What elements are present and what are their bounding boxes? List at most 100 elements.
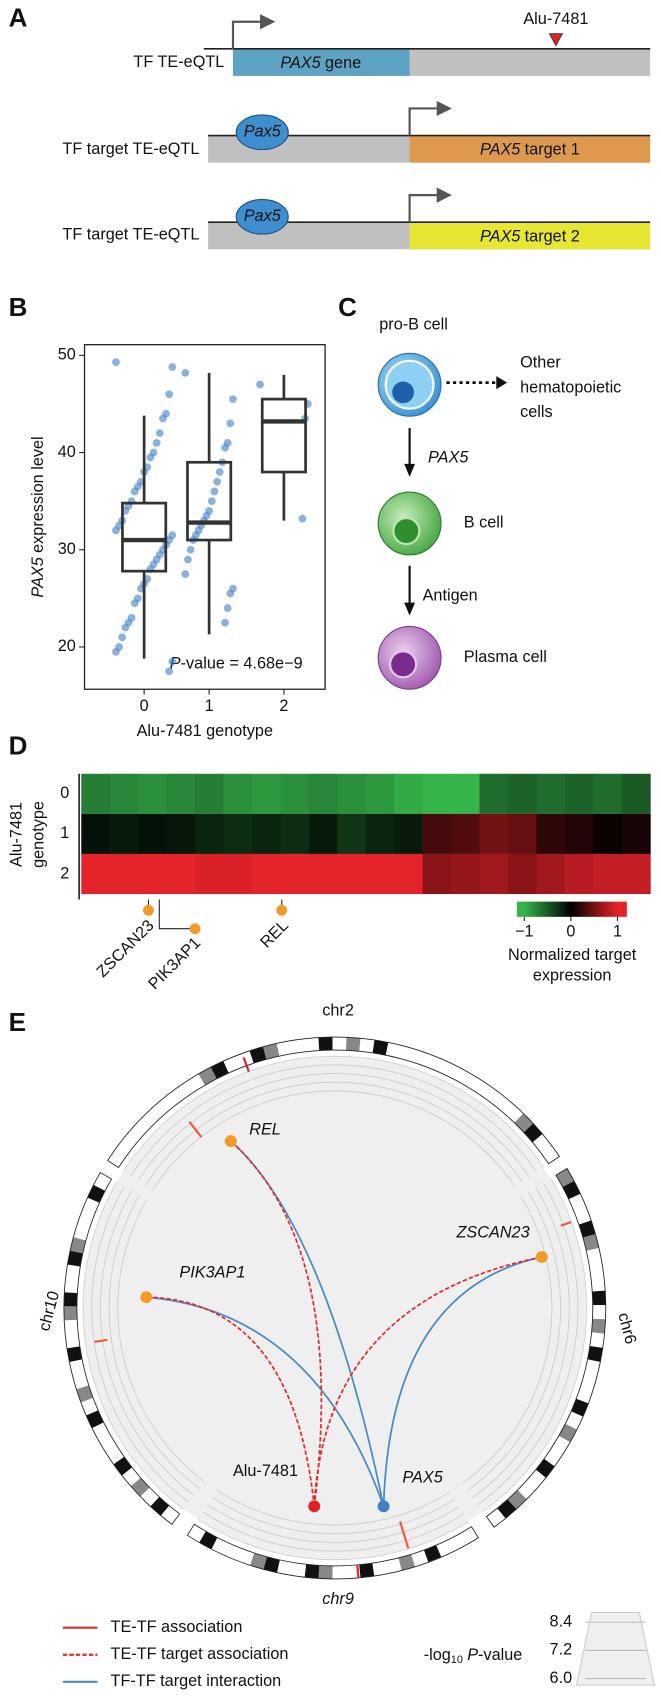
- band: [526, 1469, 546, 1489]
- colorbar-step: [525, 901, 529, 917]
- colorbar-step: [574, 901, 578, 917]
- cell-label: cells: [520, 403, 553, 421]
- data-point: [112, 526, 120, 535]
- band: [589, 1262, 604, 1278]
- track-ring: [202, 1511, 464, 1552]
- colorbar-step: [596, 901, 600, 917]
- colorbar-step: [598, 901, 603, 917]
- band: [571, 1398, 589, 1417]
- heatmap-cell: [451, 853, 481, 895]
- band: [133, 1116, 153, 1136]
- colorbar-step: [516, 901, 521, 917]
- data-point: [256, 380, 264, 389]
- links: [146, 1140, 542, 1507]
- nucleus: [389, 650, 418, 679]
- colorbar-step: [538, 901, 543, 917]
- colorbar-step: [601, 901, 605, 917]
- band: [398, 1045, 416, 1062]
- chromosome-outline: [186, 1523, 479, 1580]
- band: [76, 1385, 94, 1403]
- heatmap-cell: [308, 773, 338, 814]
- data-point: [213, 477, 221, 486]
- band: [332, 1037, 347, 1051]
- gene-label: PIK3AP1: [145, 934, 204, 993]
- band: [385, 1042, 403, 1059]
- track-ring: [216, 1489, 451, 1526]
- band: [67, 1250, 83, 1267]
- scale-fan: [575, 1611, 656, 1686]
- data-point: [221, 443, 229, 452]
- heatmap-cell: [166, 813, 196, 854]
- colorbar-step: [593, 901, 597, 917]
- x-tick-label: 1: [205, 697, 214, 715]
- panel-b: PAX5 expression level Alu-7481 genotype P…: [29, 344, 326, 740]
- colorbar-step: [555, 901, 559, 917]
- arrow-head: [404, 463, 416, 477]
- gene-dot: [140, 1291, 153, 1304]
- band: [497, 1499, 517, 1519]
- heatmap-cell: [280, 853, 310, 895]
- heatmap-cell: [451, 773, 481, 814]
- data-point: [165, 390, 174, 399]
- band: [578, 1220, 596, 1238]
- band: [523, 1123, 543, 1143]
- heatmap-cell: [564, 773, 594, 814]
- gene-block: [409, 222, 651, 250]
- scale-title-italic: P: [467, 1646, 478, 1664]
- band: [586, 1248, 602, 1265]
- signal-mark: [188, 1121, 203, 1138]
- plot-frame: [83, 344, 326, 690]
- chromosome-label: chr2: [322, 1001, 354, 1019]
- chromosome-label: chr6: [614, 1311, 640, 1346]
- heatmap-cell: [479, 773, 509, 814]
- heatmap-cell: [166, 853, 196, 895]
- gene-connector: [147, 899, 196, 930]
- track-ring: [211, 1497, 455, 1535]
- box: [121, 501, 168, 573]
- band: [77, 1210, 95, 1228]
- heatmap-cell: [195, 813, 225, 854]
- chromosome-label: chr10: [35, 1289, 63, 1333]
- data-point: [130, 599, 139, 608]
- band: [290, 1038, 306, 1054]
- band: [332, 1565, 347, 1579]
- colorbar-step: [560, 901, 564, 917]
- tf-dot: [377, 1500, 390, 1513]
- heatmap-cell: [195, 853, 225, 895]
- band: [514, 1113, 534, 1133]
- gene-dot: [224, 1135, 237, 1148]
- data-point: [112, 358, 120, 367]
- tss-arrow: [408, 194, 437, 223]
- gene-dot: [189, 923, 201, 935]
- band: [494, 1094, 514, 1114]
- y-axis-title: PAX5 expression level: [29, 436, 47, 597]
- band: [592, 1304, 606, 1320]
- data-point: [121, 623, 130, 632]
- heatmap-cell: [195, 773, 225, 814]
- heatmap-cell: [536, 813, 566, 854]
- gene-suffix: target 2: [525, 228, 580, 246]
- band: [574, 1206, 592, 1225]
- gene-block: [409, 135, 651, 163]
- heatmap-cell: [280, 813, 310, 854]
- y-axis-title: Alu-7481: [8, 802, 26, 867]
- colorbar-step: [571, 901, 575, 917]
- te-dot: [308, 1500, 321, 1513]
- legend-label: TE-TF target association: [111, 1645, 289, 1663]
- gene-label: PAX5 target 1: [480, 141, 580, 159]
- band: [424, 1053, 442, 1072]
- band: [130, 1477, 150, 1497]
- band: [63, 1306, 78, 1321]
- band: [250, 1552, 267, 1570]
- band: [249, 1046, 267, 1064]
- band: [87, 1184, 106, 1203]
- band: [66, 1346, 83, 1363]
- heatmap-cell: [251, 813, 281, 854]
- colorbar-step: [577, 901, 581, 917]
- colorbar-step: [530, 901, 534, 917]
- heatmap-cell: [223, 813, 253, 854]
- heatmap-cell: [422, 853, 452, 895]
- colorbar-step: [615, 901, 619, 917]
- x-tick-label: 2: [279, 697, 288, 715]
